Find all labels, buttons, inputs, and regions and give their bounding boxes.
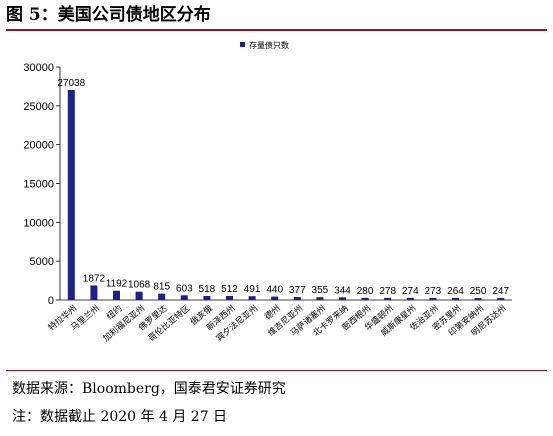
- bar-value-label: 1192: [106, 279, 128, 290]
- bar: [90, 285, 98, 300]
- y-tick-label: 30000: [23, 62, 54, 74]
- bar-value-label: 491: [244, 284, 261, 295]
- title-rule: [6, 29, 547, 31]
- bar: [113, 290, 120, 300]
- y-tick-label: 15000: [23, 179, 54, 191]
- y-tick-label: 20000: [23, 140, 54, 152]
- y-tick-label: 25000: [23, 101, 54, 113]
- bar: [361, 297, 369, 300]
- bar-value-label: 815: [153, 282, 170, 293]
- legend-swatch: [240, 42, 245, 47]
- bottom-rule: [6, 370, 547, 371]
- bar-value-label: 273: [425, 286, 442, 297]
- bar: [497, 298, 505, 300]
- bar-value-label: 512: [221, 284, 238, 295]
- y-tick-label: 5000: [30, 256, 54, 268]
- source-note: 数据来源：Bloomberg，国泰君安证券研究: [12, 381, 286, 397]
- y-tick-label: 10000: [23, 217, 54, 229]
- bar-value-label: 603: [176, 283, 193, 294]
- date-note: 注：数据截止 2020 年 4 月 27 日: [12, 409, 228, 425]
- bar-value-label: 278: [379, 286, 396, 297]
- y-tick-label: 0: [48, 295, 54, 307]
- bar-value-label: 247: [492, 286, 509, 297]
- bar-value-label: 355: [312, 285, 329, 296]
- bar-value-label: 344: [334, 285, 351, 296]
- bar-value-label: 1068: [128, 280, 151, 291]
- bar: [293, 297, 301, 300]
- bar: [226, 296, 233, 300]
- bar: [180, 295, 188, 300]
- bar-chart: 0 5000 10000 15000 20000 25000 30000 存量债只数 27038…: [23, 40, 512, 344]
- bar: [406, 297, 414, 300]
- bar: [316, 297, 324, 300]
- bar: [158, 293, 166, 300]
- figure-title: 图 5：美国公司债地区分布: [6, 5, 211, 25]
- bar: [135, 291, 143, 300]
- bar-value-label: 440: [266, 285, 283, 296]
- bar-value-label: 27038: [57, 78, 85, 89]
- bar-value-label: 264: [447, 286, 464, 297]
- bar: [248, 296, 256, 300]
- bar-value-label: 280: [357, 286, 374, 297]
- bar-value-label: 518: [199, 284, 216, 295]
- bar: [67, 90, 75, 300]
- bar-value-label: 250: [470, 286, 487, 297]
- bar-value-label: 1872: [83, 273, 106, 284]
- bar: [339, 297, 346, 300]
- bar: [203, 295, 211, 300]
- bar: [452, 297, 459, 300]
- bar: [384, 297, 392, 300]
- bar: [429, 297, 437, 300]
- bar: [474, 298, 482, 300]
- bar: [271, 296, 279, 300]
- bar-value-label: 377: [289, 285, 306, 296]
- legend-label: 存量债只数: [249, 40, 289, 50]
- bar-value-label: 274: [402, 286, 419, 297]
